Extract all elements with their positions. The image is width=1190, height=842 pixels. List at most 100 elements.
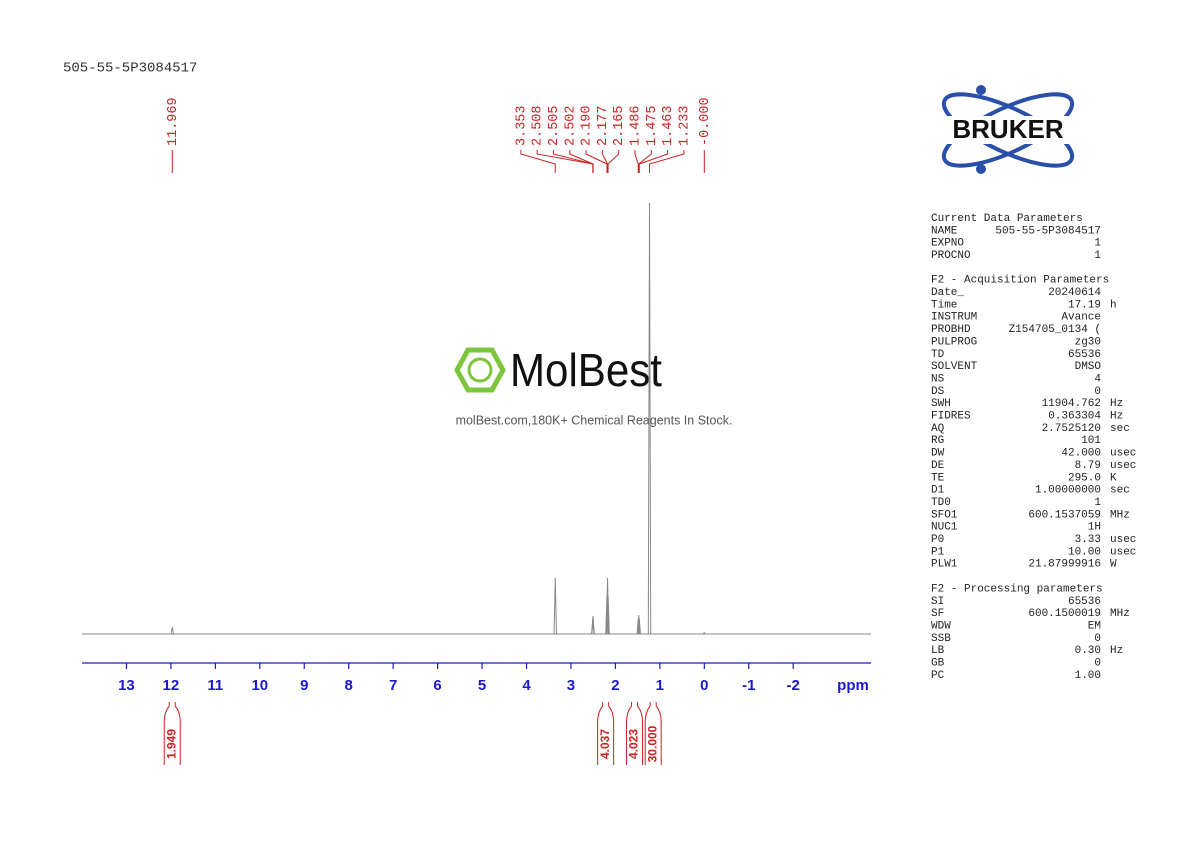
parameter-unit: usec [1110,534,1136,546]
x-tick-label: 6 [433,677,441,694]
peak [553,577,557,635]
integral-bracket [163,702,181,765]
parameter-name: LB [931,645,945,657]
parameter-value: 1.00 [1075,670,1101,682]
x-tick-label: 4 [522,677,531,694]
parameter-value: 0 [1094,386,1101,398]
peak-label: 1.463 [661,105,676,146]
peak [637,618,641,635]
integral-label: 4.023 [627,729,641,759]
logo-text: BRUKER [952,114,1063,144]
parameter-value: 101 [1081,435,1101,447]
parameter-value: 0.363304 [1048,411,1101,423]
parameter-name: WDW [931,620,951,632]
watermark-hexagon [454,347,506,393]
parameter-name: SOLVENT [931,361,978,373]
peak-label: 2.505 [547,105,562,146]
peak [606,595,610,635]
x-axis-label: ppm [837,677,869,694]
x-tick-label: 13 [118,677,135,694]
parameter-name: FIDRES [931,411,971,423]
logo-dot [976,85,986,95]
peak-connector [638,150,652,173]
peak-label: 1.475 [645,105,660,146]
parameter-value: 8.79 [1075,460,1101,472]
x-tick-label: 8 [345,677,353,694]
parameter-value: 2.7525120 [1042,423,1101,435]
parameter-name: NAME [931,225,958,237]
peak-label: 2.177 [596,105,611,146]
logo-bg [925,116,1091,144]
integral-bracket [644,702,662,765]
integral-label: 4.037 [598,729,612,759]
peak-connector [634,150,639,173]
parameter-name: NS [931,373,945,385]
bruker-logo: BRUKER [925,85,1091,174]
parameter-value: zg30 [1075,336,1101,348]
peak-label: 2.502 [563,105,578,146]
parameter-name: EXPNO [931,238,964,250]
parameter-name: Time [931,299,957,311]
peak-connector [585,150,608,173]
x-tick-label: 2 [611,677,619,694]
integral-bracket [626,702,644,765]
x-tick-label: 0 [700,677,708,694]
parameter-value: 295.0 [1068,472,1101,484]
parameter-name: P0 [931,534,944,546]
peak-label: -0.000 [698,97,713,146]
peak-label: 2.165 [612,105,627,146]
parameter-value: Z154705_0134 ( [1009,324,1101,336]
parameter-unit: K [1110,472,1117,484]
parameter-unit: W [1110,559,1117,571]
parameter-name: PROBHD [931,324,971,336]
x-tick-label: 3 [567,677,575,694]
parameter-value: 505-55-5P3084517 [995,225,1101,237]
parameter-value: 600.1500019 [1028,608,1101,620]
parameter-value: 65536 [1068,596,1101,608]
x-tick-label: 1 [656,677,664,694]
logo-dot [976,164,986,174]
peak [591,618,595,635]
parameter-unit: Hz [1110,411,1123,423]
x-tick-label: -1 [742,677,755,694]
x-tick-label: 5 [478,677,486,694]
parameter-name: SWH [931,398,951,410]
peak-label: 2.190 [580,105,595,146]
parameter-name: PC [931,670,945,682]
parameter-value: 1 [1094,238,1101,250]
parameter-unit: MHz [1110,608,1130,620]
parameter-value: 21.87999916 [1028,559,1101,571]
parameter-name: NUC1 [931,522,958,534]
parameter-name: SF [931,608,944,620]
parameter-name: DE [931,460,945,472]
peak-connector [520,150,556,173]
parameter-name: SSB [931,633,951,645]
peak-label: 3.353 [514,105,529,146]
parameter-unit: Hz [1110,398,1123,410]
parameter-value: 0.30 [1075,645,1101,657]
parameter-value: 0 [1094,633,1101,645]
parameter-name: PULPROG [931,336,977,348]
x-tick-label: 12 [163,677,180,694]
watermark-ring [467,357,493,383]
parameter-unit: usec [1110,448,1136,460]
parameter-value: 11904.762 [1042,398,1101,410]
parameter-unit: usec [1110,460,1136,472]
peak-connector [649,150,685,173]
parameter-name: RG [931,435,944,447]
peak-connector [638,150,669,173]
parameter-unit: sec [1110,423,1130,435]
parameter-name: SI [931,596,944,608]
parameter-value: 0 [1094,658,1101,670]
integral-bracket [597,702,615,765]
parameter-name: TD [931,349,945,361]
parameter-value: 1.00000000 [1035,485,1101,497]
parameter-value: EM [1088,620,1101,632]
parameter-value: DMSO [1075,361,1102,373]
parameter-unit: usec [1110,546,1136,558]
parameter-name: TE [931,472,945,484]
watermark: MolBest molBest.com,180K+ Chemical Reage… [454,344,732,427]
parameter-name: SFO1 [931,509,958,521]
